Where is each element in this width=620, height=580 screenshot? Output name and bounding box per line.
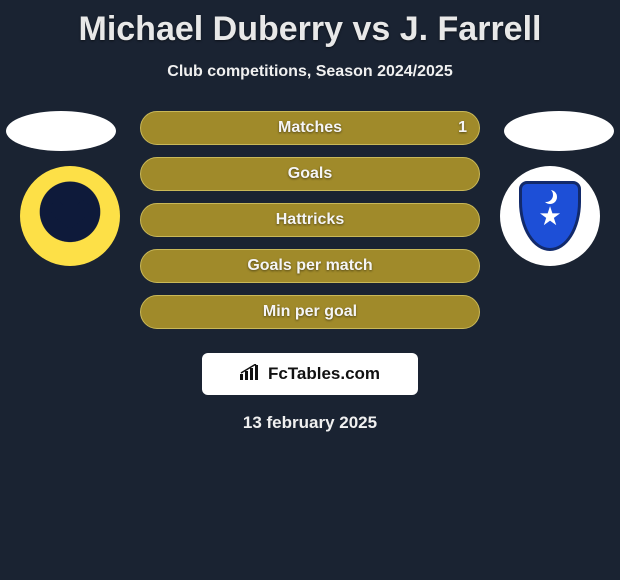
club-crest-right: ★ — [500, 166, 600, 266]
brand-box: FcTables.com — [202, 353, 418, 395]
stat-label: Hattricks — [276, 211, 344, 229]
stat-bars: Matches 1 Goals Hattricks Goals per matc… — [140, 111, 480, 341]
brand-text: FcTables.com — [268, 364, 380, 384]
portsmouth-icon: ★ — [508, 174, 592, 258]
stat-row-min-per-goal: Min per goal — [140, 295, 480, 329]
player-photo-left — [6, 111, 116, 151]
stat-label: Goals — [288, 165, 332, 183]
stat-row-goals-per-match: Goals per match — [140, 249, 480, 283]
oxford-united-icon — [28, 174, 112, 258]
stat-label: Goals per match — [247, 257, 372, 275]
subtitle: Club competitions, Season 2024/2025 — [0, 63, 620, 81]
stat-row-hattricks: Hattricks — [140, 203, 480, 237]
chart-icon — [240, 364, 262, 385]
date-text: 13 february 2025 — [0, 413, 620, 433]
club-crest-left — [20, 166, 120, 266]
player-photo-right — [504, 111, 614, 151]
comparison-area: ★ Matches 1 Goals Hattricks Goals per ma… — [0, 111, 620, 331]
page-title: Michael Duberry vs J. Farrell — [0, 0, 620, 49]
stat-row-matches: Matches 1 — [140, 111, 480, 145]
stat-label: Matches — [278, 119, 342, 137]
stat-row-goals: Goals — [140, 157, 480, 191]
stat-label: Min per goal — [263, 303, 357, 321]
stat-value-right: 1 — [458, 119, 467, 137]
